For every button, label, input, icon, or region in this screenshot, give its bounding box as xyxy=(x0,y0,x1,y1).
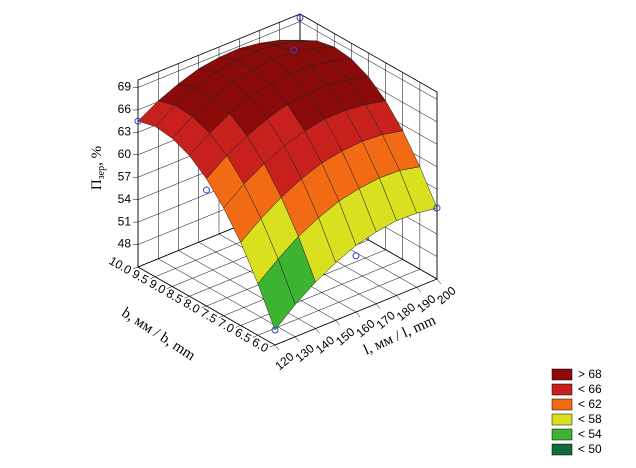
tick-mark xyxy=(295,336,300,342)
z-label-unit: , % xyxy=(89,146,105,166)
z-tick-label: 69 xyxy=(118,80,132,94)
z-label: П xyxy=(89,179,105,190)
tick-mark xyxy=(150,276,156,279)
tick-mark xyxy=(315,328,320,334)
data-point xyxy=(290,46,298,54)
tick-mark xyxy=(416,287,421,293)
data-point xyxy=(296,14,304,22)
z-tick-label: 66 xyxy=(118,102,132,116)
tick-mark xyxy=(274,344,280,351)
legend-label: > 68 xyxy=(578,367,602,381)
legend-label: < 50 xyxy=(578,442,602,456)
tick-mark xyxy=(132,266,139,270)
legend-swatch xyxy=(551,383,573,396)
data-point xyxy=(203,186,210,194)
legend-swatch xyxy=(551,398,573,411)
legend-swatch xyxy=(551,428,573,441)
data-point xyxy=(271,326,279,334)
tick-mark xyxy=(167,286,173,289)
z-tick-label: 60 xyxy=(118,147,132,161)
tick-mark xyxy=(335,320,340,326)
legend-label: < 66 xyxy=(578,382,602,396)
data-point xyxy=(433,204,441,212)
data-point xyxy=(134,117,142,125)
z-tick-label: 63 xyxy=(118,125,132,139)
tick-mark xyxy=(269,344,276,348)
z-tick-label: 48 xyxy=(118,237,132,251)
tick-mark xyxy=(218,315,224,318)
legend-label: < 62 xyxy=(578,397,602,411)
z-tick-label: 51 xyxy=(118,214,132,228)
x-tick-label: 200 xyxy=(434,283,459,307)
tick-mark xyxy=(376,303,381,309)
legend-label: < 58 xyxy=(578,412,602,426)
data-point xyxy=(352,252,360,260)
tick-mark xyxy=(252,335,258,338)
grid-line xyxy=(257,269,420,336)
surface-cell xyxy=(257,258,296,331)
legend-label: < 54 xyxy=(578,427,602,441)
tick-mark xyxy=(396,295,401,301)
tick-mark xyxy=(355,311,361,318)
tick-mark xyxy=(201,305,207,309)
legend-swatch xyxy=(551,368,573,381)
z-axis-label: Пзер, % xyxy=(89,146,107,190)
z-label-sub: зер xyxy=(96,166,107,179)
legend-swatch xyxy=(551,443,573,456)
tick-mark xyxy=(436,278,442,285)
tick-mark xyxy=(235,325,241,328)
y-axis-label: b, мм / b, mm xyxy=(119,305,198,364)
y-tick-label: 10.0 xyxy=(107,254,135,278)
grid-line xyxy=(274,278,438,346)
z-tick-label: 54 xyxy=(118,192,132,206)
z-tick-label: 57 xyxy=(118,169,132,183)
tick-mark xyxy=(184,296,190,299)
legend-swatch xyxy=(551,413,573,426)
grid-line xyxy=(240,259,403,326)
